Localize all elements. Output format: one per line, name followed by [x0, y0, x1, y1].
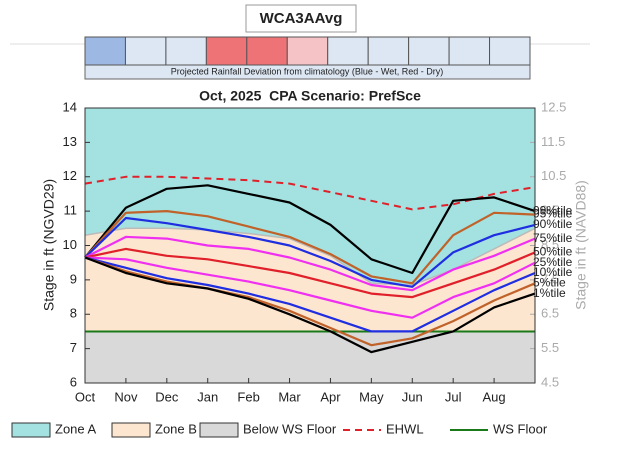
y2-tick-label: 4.5 [541, 374, 559, 389]
x-tick-label: Feb [237, 389, 259, 404]
zone-a [85, 108, 535, 285]
percentile-line [84, 235, 536, 292]
percentile-line [84, 256, 536, 333]
end-label: 95%tile [533, 207, 573, 221]
x-tick-label: Nov [114, 389, 138, 404]
rainfall-cell [448, 36, 491, 66]
x-tick-label: Jan [197, 389, 218, 404]
end-label: 75%tile [533, 231, 573, 245]
y2-axis-label: Stage in ft (NAVD88) [573, 180, 589, 310]
y2-tick-label: 10.5 [541, 168, 566, 183]
x-tick-label: May [359, 389, 384, 404]
end-label: 25%tile [533, 255, 573, 269]
end-label: 99%tile [533, 203, 573, 217]
percentile-line [84, 247, 536, 299]
y-tick-label: 9 [70, 271, 77, 286]
end-label: 90%tile [533, 217, 573, 231]
percentile-line [84, 256, 536, 347]
rainfall-cell [489, 36, 531, 66]
percentile-line [84, 256, 536, 319]
legend-swatch [11, 422, 51, 438]
y-tick-label: 10 [63, 237, 77, 252]
y-tick-label: 8 [70, 306, 77, 321]
y2-tick-label: 7.5 [541, 271, 559, 286]
x-tick-label: Aug [483, 389, 506, 404]
rainfall-cell [246, 36, 288, 66]
zone-b [85, 228, 535, 332]
percentile-line [84, 184, 536, 275]
rainfall-cell [367, 36, 410, 66]
rainfall-cell [205, 36, 248, 66]
rainfall-cell [327, 36, 369, 66]
y2-tick-label: 8.5 [541, 237, 559, 252]
plot-frame [84, 107, 536, 384]
rainfall-cell [408, 36, 450, 66]
y2-tick-label: 5.5 [541, 340, 559, 355]
y-tick-label: 14 [63, 99, 77, 114]
percentile-line [84, 210, 536, 285]
legend-label: Below WS Floor [243, 421, 337, 436]
percentile-line [84, 216, 536, 288]
legend-label: Zone B [155, 421, 197, 436]
header: WCA3AAvg [260, 10, 343, 27]
ehwl-line [84, 175, 536, 211]
below-ws-floor [85, 331, 535, 383]
y-tick-label: 13 [63, 134, 77, 149]
rainfall-cell [286, 36, 329, 66]
y-tick-label: 7 [70, 340, 77, 355]
x-tick-label: Jun [402, 389, 423, 404]
legend-label: EHWL [386, 421, 424, 436]
x-tick-label: Dec [155, 389, 179, 404]
y2-tick-label: 11.5 [541, 134, 565, 149]
rainfall-cell [84, 36, 126, 66]
x-tick-label: Oct [75, 389, 96, 404]
end-label: 1%tile [533, 286, 566, 300]
legend-label: Zone A [55, 421, 97, 436]
y2-tick-label: 12.5 [541, 99, 566, 114]
header-box [245, 4, 357, 33]
rainfall-cell [165, 36, 207, 66]
chart-title: Oct, 2025 CPA Scenario: PrefSce [199, 88, 421, 104]
x-tick-label: Jul [445, 389, 462, 404]
end-label: 50%tile [533, 245, 573, 259]
rainfall-caption: Projected Rainfall Deviation from climat… [171, 66, 443, 76]
end-label: 10%tile [533, 265, 573, 279]
end-label: 5%tile [533, 275, 566, 289]
legend-swatch [199, 422, 239, 438]
x-tick-label: Mar [278, 389, 301, 404]
y2-tick-label: 9.5 [541, 203, 559, 218]
x-tick-label: Apr [320, 389, 341, 404]
legend-label: WS Floor [493, 421, 548, 436]
percentile-line [84, 256, 536, 354]
y-tick-label: 12 [63, 168, 77, 183]
rainfall-cell [124, 36, 167, 66]
y-axis-label: Stage in ft (NGVD29) [41, 179, 57, 311]
y-tick-label: 11 [64, 203, 78, 218]
y-tick-label: 6 [70, 374, 77, 389]
legend-swatch [111, 422, 151, 438]
y2-tick-label: 6.5 [541, 306, 559, 321]
